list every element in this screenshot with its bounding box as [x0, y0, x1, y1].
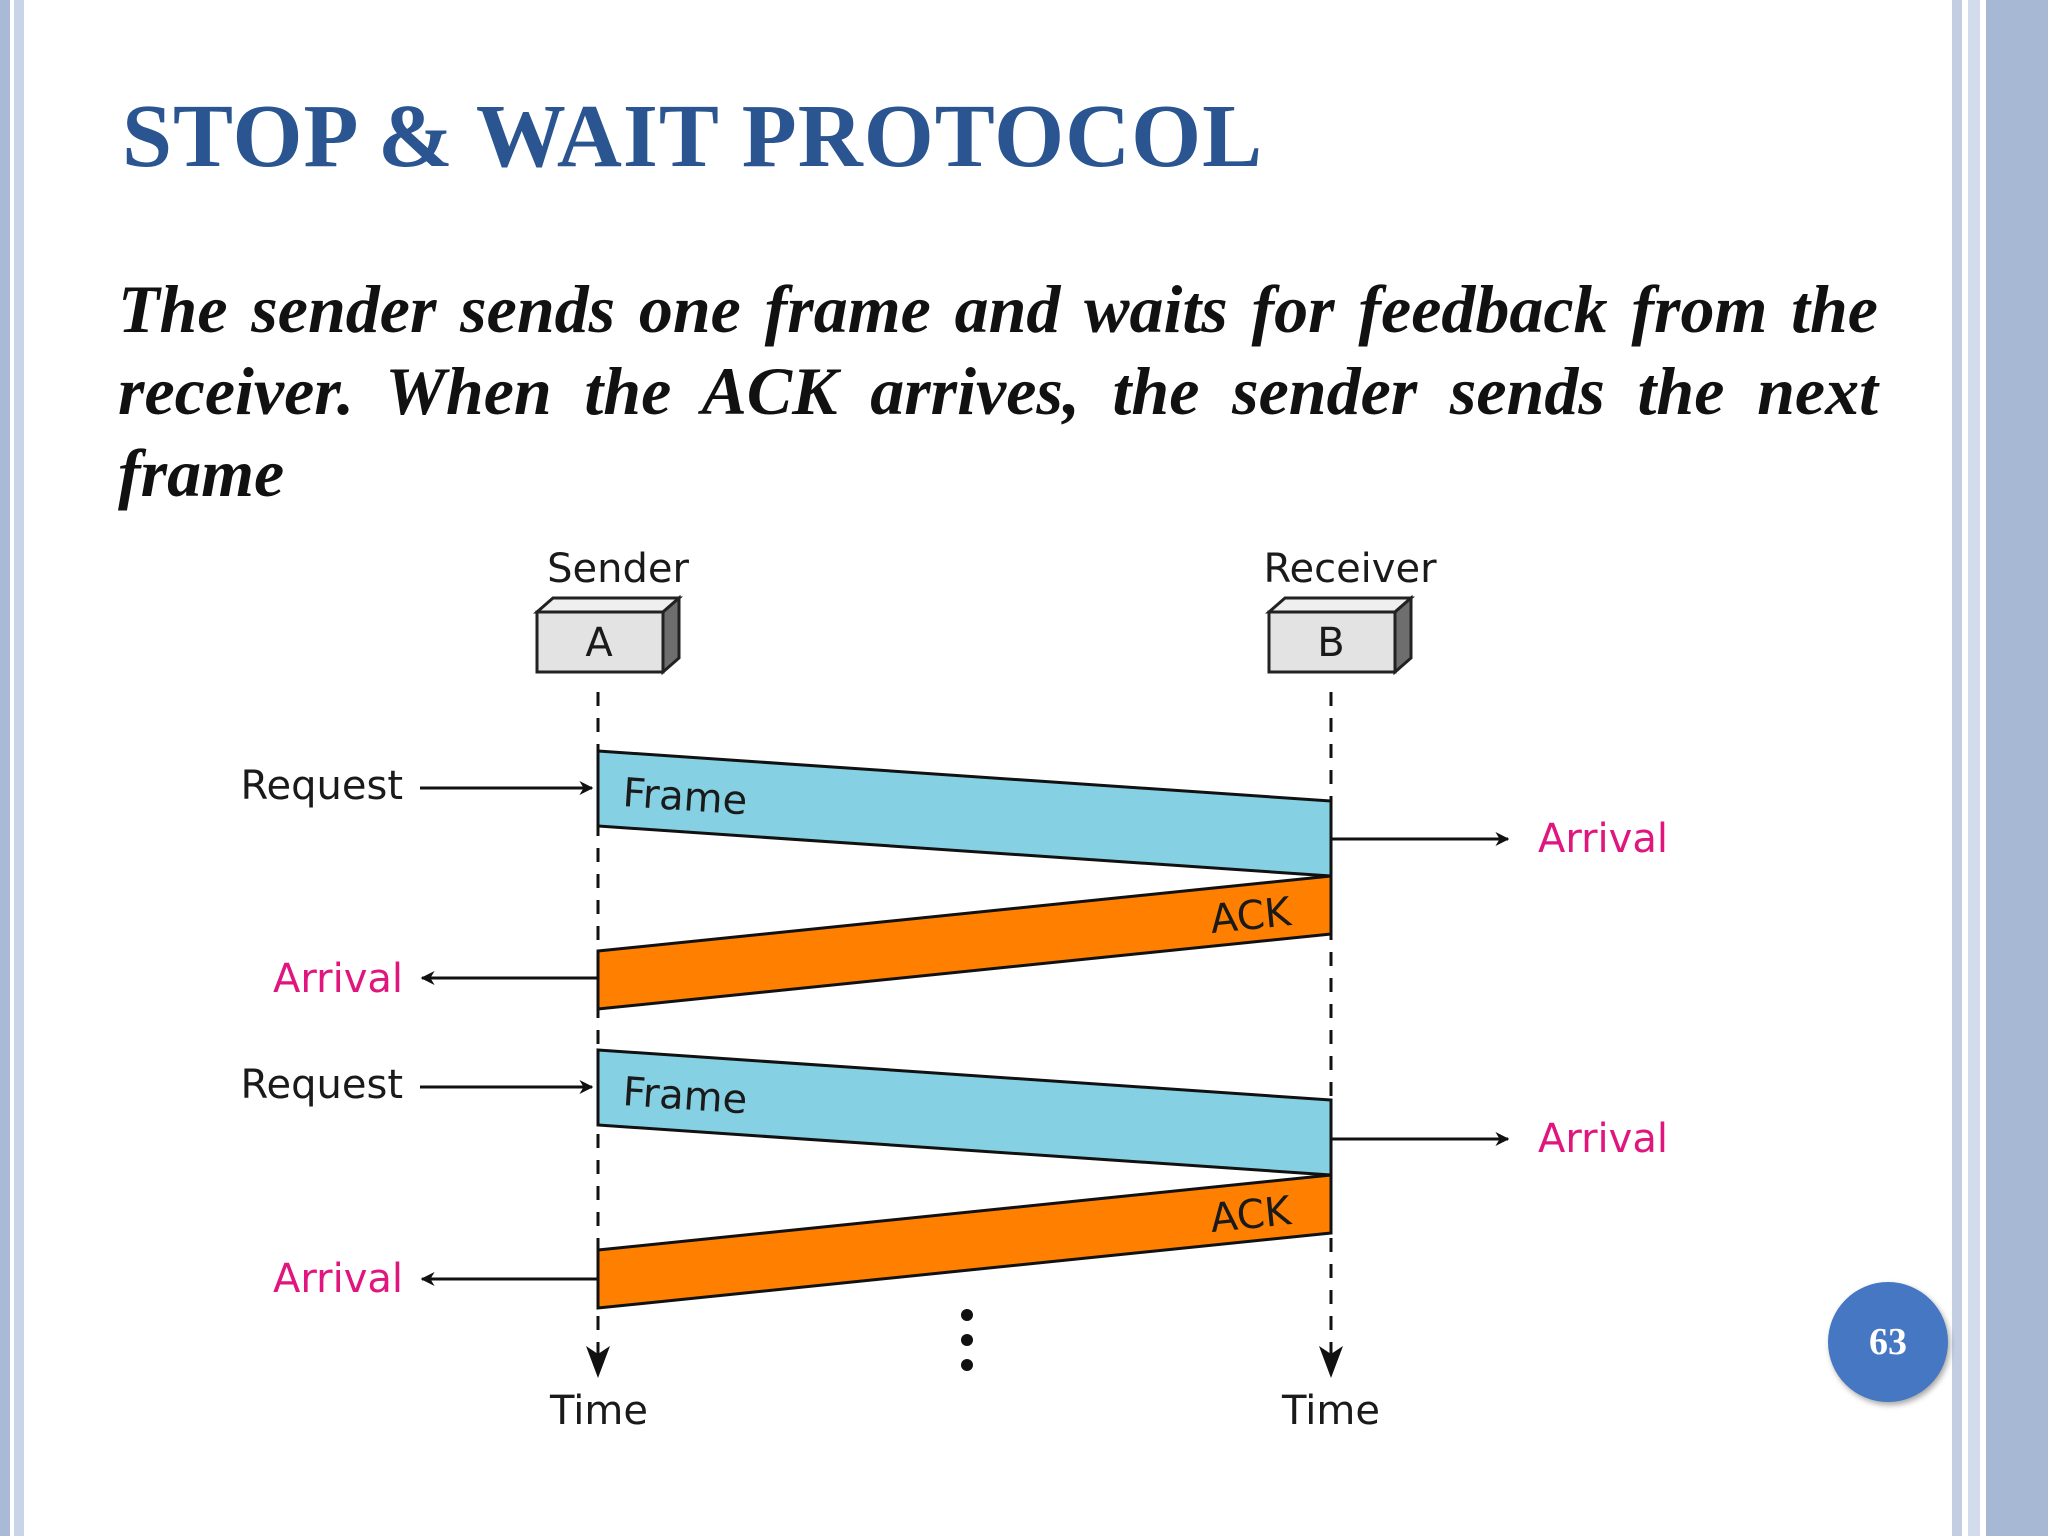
sender-arrival-label-1: Arrival — [273, 956, 403, 1002]
page-number-badge: 63 — [1828, 1282, 1948, 1402]
slide-title: STOP & WAIT PROTOCOL — [122, 87, 1264, 186]
receiver-time-arrowhead — [1319, 1346, 1343, 1378]
slide-body-text: The sender sends one frame and waits for… — [118, 271, 1878, 511]
sender-box: A — [533, 594, 683, 676]
ack-label-2: ACK — [1208, 1188, 1295, 1242]
receiver-arrival-label-2: Arrival — [1538, 1116, 1668, 1162]
sender-time-label: Time — [549, 1388, 648, 1434]
ack-band-1 — [596, 874, 1333, 1011]
sender-box-label: A — [585, 620, 613, 666]
request-label-1: Request — [241, 763, 403, 809]
request-label-2: Request — [241, 1062, 403, 1108]
receiver-arrival-label-1: Arrival — [1538, 816, 1668, 862]
ack-band-2 — [596, 1173, 1333, 1310]
receiver-box: B — [1265, 594, 1415, 676]
continuation-dots — [961, 1309, 973, 1371]
left-border — [0, 0, 24, 1536]
frame-label-1: Frame — [621, 770, 748, 824]
right-border — [1952, 0, 2048, 1536]
receiver-box-label: B — [1317, 620, 1344, 666]
receiver-time-label: Time — [1281, 1388, 1380, 1434]
receiver-label: Receiver — [1263, 546, 1437, 592]
ack-label-1: ACK — [1208, 889, 1295, 943]
sender-arrival-label-2: Arrival — [273, 1256, 403, 1302]
frame-label-2: Frame — [621, 1069, 748, 1123]
sender-label: Sender — [547, 546, 689, 592]
sender-time-arrowhead — [586, 1346, 610, 1378]
